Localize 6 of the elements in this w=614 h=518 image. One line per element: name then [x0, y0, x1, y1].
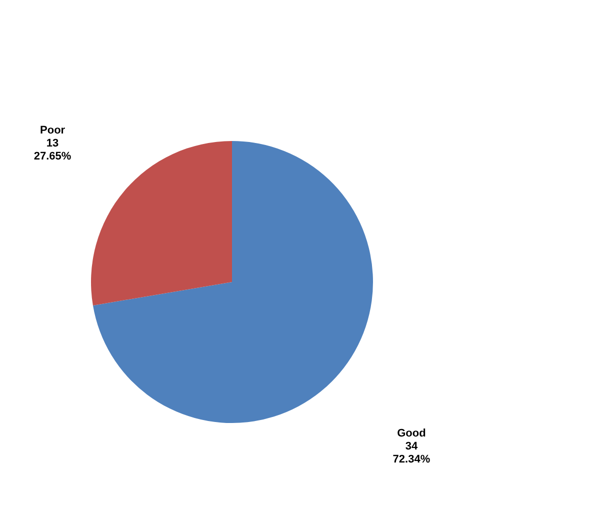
pie-slice [92, 141, 373, 423]
data-label: 34 72.34% [392, 440, 430, 466]
data-label: 13 27.65% [34, 137, 72, 162]
pie-slice [91, 141, 232, 306]
slice-label: Poor [40, 124, 66, 136]
slice-label: Good [397, 428, 426, 440]
